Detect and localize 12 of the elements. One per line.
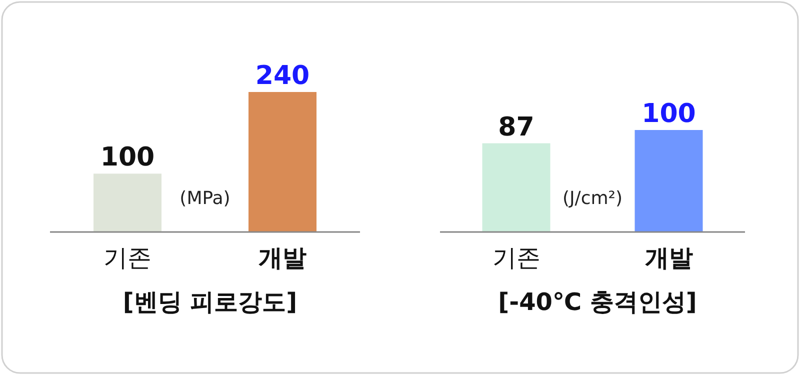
data-label: 87 [498,112,534,142]
annotation: (J/cm²) [562,188,623,209]
x-tick-label: 개발 [258,244,306,272]
data-label: 100 [642,99,696,129]
x-tick-label: 기존 [492,244,540,272]
data-label: 100 [100,142,155,173]
x-tick-label: 기존 [104,244,152,272]
annotation: (MPa) [180,188,230,209]
x-tick-label: 개발 [644,244,693,272]
text: [벤딩 피로강도] [122,288,298,316]
text: [-40℃ 충격인성] [498,288,697,316]
data-label: 240 [255,61,310,91]
